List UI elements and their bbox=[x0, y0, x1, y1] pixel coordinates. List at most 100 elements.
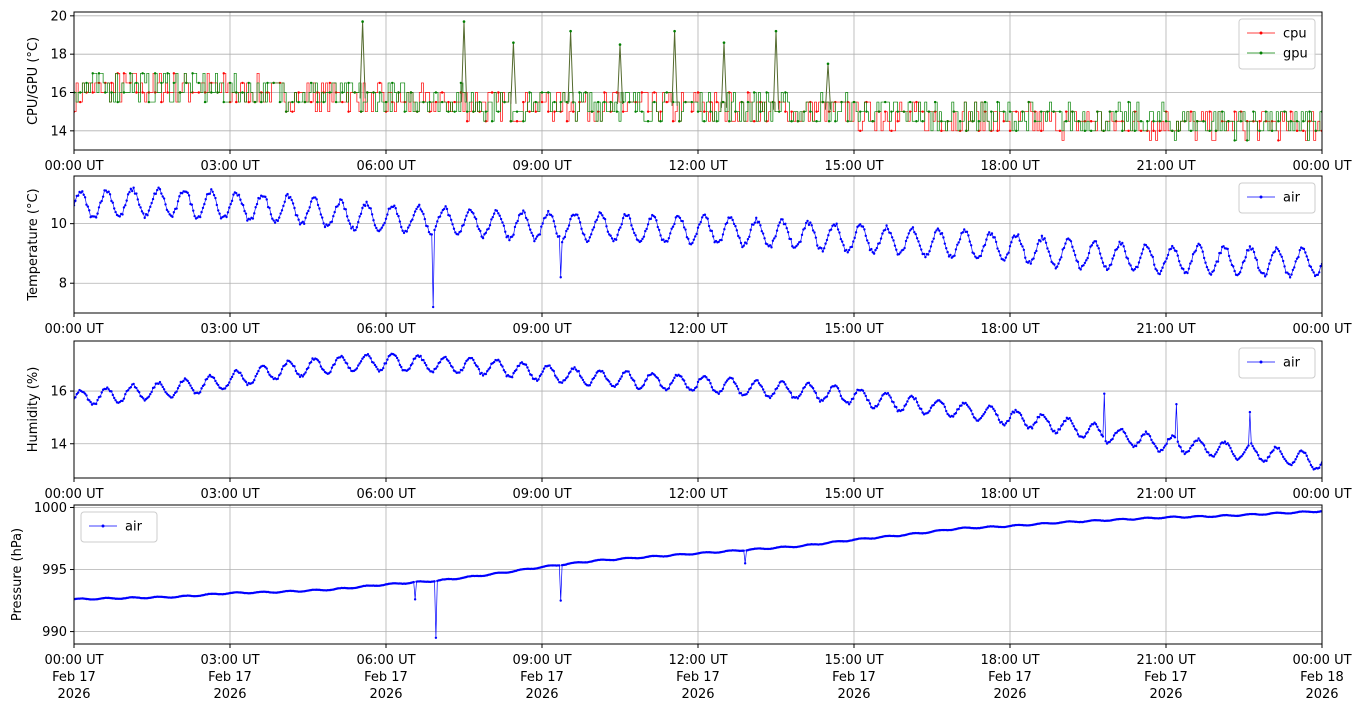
data-point bbox=[318, 207, 321, 210]
data-point bbox=[361, 206, 364, 210]
y-axis-label: Temperature (°C) bbox=[26, 188, 41, 301]
data-point bbox=[271, 375, 274, 379]
data-point bbox=[1205, 265, 1209, 269]
data-point bbox=[1072, 249, 1075, 253]
data-point bbox=[761, 388, 765, 391]
data-point bbox=[906, 236, 909, 239]
data-point bbox=[1189, 129, 1193, 133]
data-point bbox=[969, 409, 973, 412]
data-point bbox=[958, 120, 962, 123]
data-point bbox=[1252, 447, 1256, 450]
data-point bbox=[1043, 415, 1046, 419]
spike-line bbox=[460, 21, 468, 103]
data-point bbox=[1302, 120, 1305, 123]
data-point bbox=[814, 391, 818, 395]
x-tick-year: 2026 bbox=[525, 687, 558, 702]
data-point bbox=[110, 81, 113, 85]
data-point bbox=[816, 244, 819, 247]
data-point bbox=[222, 72, 225, 75]
data-point bbox=[1144, 243, 1148, 247]
data-point bbox=[486, 370, 489, 373]
data-point bbox=[560, 381, 564, 385]
data-point bbox=[272, 81, 275, 85]
data-point bbox=[166, 91, 169, 94]
x-tick-label: 15:00 UT bbox=[824, 159, 883, 174]
data-point bbox=[657, 228, 661, 232]
data-point bbox=[839, 237, 843, 241]
data-point bbox=[527, 224, 531, 227]
data-point bbox=[391, 81, 394, 85]
data-point bbox=[1144, 430, 1148, 433]
data-point bbox=[291, 100, 294, 104]
data-point bbox=[644, 229, 647, 233]
data-point bbox=[1302, 129, 1305, 133]
data-point bbox=[1220, 110, 1224, 113]
data-point bbox=[86, 205, 90, 208]
data-point bbox=[139, 206, 142, 209]
data-point bbox=[490, 120, 494, 123]
data-point bbox=[211, 190, 214, 194]
data-point bbox=[1191, 443, 1195, 447]
data-point bbox=[1052, 110, 1055, 113]
data-point bbox=[481, 236, 485, 240]
data-point bbox=[1247, 249, 1250, 252]
data-point bbox=[1050, 260, 1053, 264]
data-point bbox=[825, 238, 829, 242]
data-point bbox=[422, 358, 425, 362]
spike-point bbox=[512, 41, 515, 44]
data-point bbox=[192, 209, 195, 212]
data-point bbox=[528, 110, 531, 113]
data-point bbox=[552, 369, 555, 373]
data-point bbox=[278, 100, 282, 104]
data-point bbox=[1215, 451, 1218, 454]
data-point bbox=[707, 378, 711, 382]
data-point bbox=[872, 252, 876, 255]
data-point bbox=[1129, 264, 1132, 267]
data-point bbox=[492, 212, 496, 215]
data-point bbox=[746, 237, 750, 241]
data-point bbox=[515, 368, 518, 371]
data-point bbox=[594, 374, 597, 377]
data-point bbox=[228, 81, 232, 85]
data-point bbox=[740, 100, 743, 104]
data-point bbox=[76, 194, 80, 197]
data-point bbox=[454, 231, 457, 234]
data-point bbox=[466, 358, 470, 361]
data-point bbox=[176, 387, 180, 390]
data-point bbox=[938, 229, 941, 232]
y-tick-label: 1000 bbox=[34, 501, 67, 516]
data-point bbox=[225, 215, 228, 219]
data-point bbox=[555, 232, 558, 235]
data-point bbox=[1243, 259, 1246, 263]
data-point bbox=[990, 110, 993, 113]
data-point bbox=[150, 390, 153, 394]
data-point bbox=[659, 110, 662, 113]
data-point bbox=[890, 129, 893, 133]
data-point bbox=[1230, 450, 1234, 453]
data-point bbox=[474, 217, 478, 221]
data-point bbox=[175, 390, 178, 393]
data-point bbox=[1018, 411, 1021, 415]
data-point bbox=[178, 384, 181, 388]
data-point bbox=[463, 362, 467, 365]
data-point bbox=[653, 100, 656, 104]
data-point bbox=[760, 230, 763, 233]
data-point bbox=[160, 81, 163, 85]
data-point bbox=[1318, 271, 1321, 274]
data-point bbox=[915, 237, 919, 240]
x-tick-date: Feb 18 bbox=[1300, 670, 1344, 685]
data-point bbox=[971, 120, 974, 123]
data-point bbox=[556, 378, 560, 381]
data-point bbox=[889, 396, 892, 399]
data-point bbox=[1227, 120, 1230, 123]
data-point bbox=[244, 212, 248, 215]
data-point bbox=[126, 193, 130, 196]
data-point bbox=[244, 380, 248, 384]
data-point bbox=[671, 120, 675, 123]
data-point bbox=[1196, 439, 1199, 442]
series-gpu bbox=[74, 72, 1322, 142]
data-point bbox=[918, 244, 922, 247]
data-point bbox=[981, 414, 984, 418]
data-point bbox=[366, 204, 370, 207]
data-point bbox=[1011, 236, 1014, 239]
